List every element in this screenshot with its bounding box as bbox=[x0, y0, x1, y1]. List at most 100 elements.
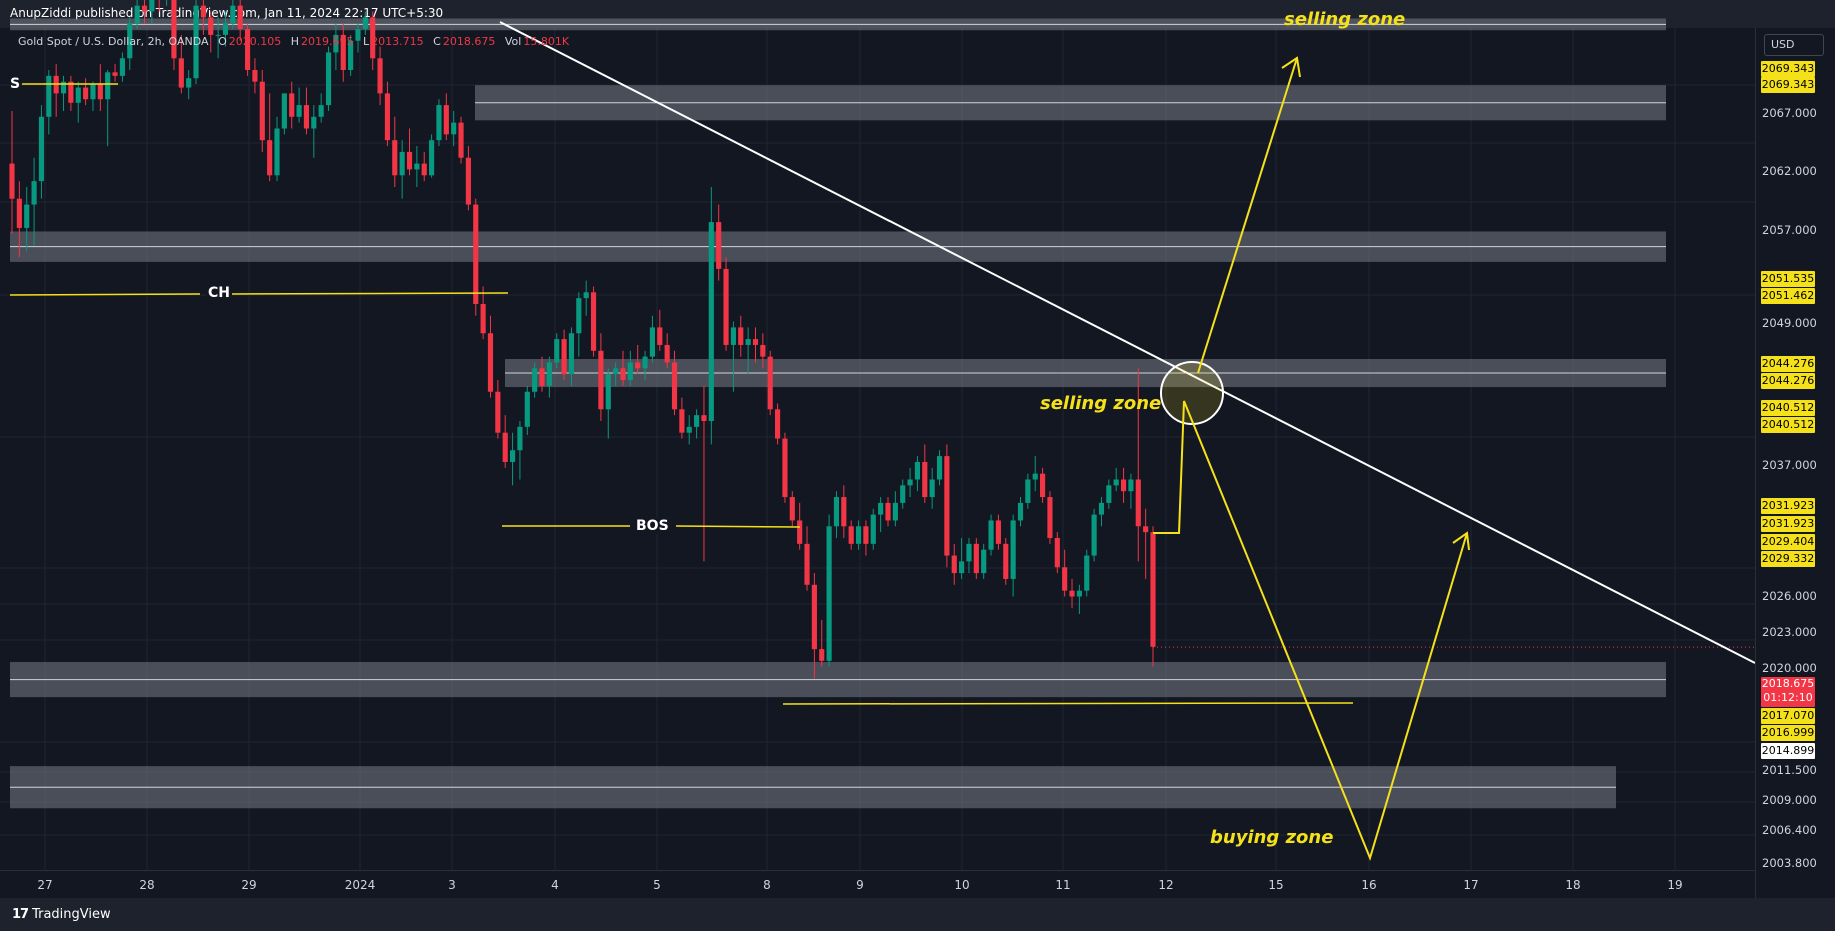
projection-up-arrow bbox=[1197, 57, 1298, 374]
candle-body bbox=[1040, 473, 1046, 498]
candle-body bbox=[907, 479, 913, 486]
candle-body bbox=[782, 438, 788, 498]
candle-body bbox=[406, 151, 413, 170]
candle-body bbox=[981, 549, 987, 574]
y-tick: 2062.000 bbox=[1762, 164, 1817, 178]
candle-body bbox=[936, 456, 943, 480]
low-value: 2013.715 bbox=[371, 35, 424, 48]
structure-label-s: S bbox=[10, 76, 21, 92]
high-label: H bbox=[290, 35, 300, 48]
price-label: 2014.899 bbox=[1761, 743, 1815, 759]
last-price-value: 2018.675 bbox=[1761, 677, 1815, 690]
close-label: C bbox=[433, 35, 441, 48]
price-label: 2017.070 bbox=[1761, 708, 1815, 724]
candle-body bbox=[24, 204, 30, 228]
candle-body bbox=[767, 356, 773, 410]
candle-body bbox=[31, 181, 37, 205]
candle-body bbox=[554, 339, 560, 363]
candle-body bbox=[929, 479, 935, 498]
price-label: 2044.276 bbox=[1761, 373, 1815, 389]
footer-bar: 17 TradingView bbox=[0, 898, 1835, 931]
candle-body bbox=[657, 327, 663, 345]
currency-selector[interactable]: USD bbox=[1764, 34, 1824, 56]
candle-body bbox=[568, 333, 575, 375]
candle-body bbox=[789, 497, 795, 521]
last-price-badge: 2018.675 01:12:10 bbox=[1761, 677, 1815, 707]
candle-body bbox=[458, 122, 464, 158]
price-label: 2040.512 bbox=[1761, 400, 1815, 416]
candle-body bbox=[259, 81, 265, 141]
candle-body bbox=[16, 198, 22, 228]
candle-body bbox=[90, 84, 96, 100]
candle-body bbox=[377, 58, 383, 94]
candle-body bbox=[583, 292, 589, 299]
candle-body bbox=[686, 426, 692, 433]
candle-body bbox=[384, 93, 391, 141]
tradingview-logo[interactable]: 17 TradingView bbox=[12, 907, 111, 922]
candle-body bbox=[171, 0, 177, 59]
candle-body bbox=[870, 514, 876, 544]
candle-body bbox=[473, 204, 479, 304]
price-label: 2029.332 bbox=[1761, 551, 1815, 567]
candle-body bbox=[723, 268, 729, 345]
y-tick: 2003.800 bbox=[1762, 856, 1817, 870]
candle-body bbox=[532, 368, 538, 392]
x-tick: 8 bbox=[763, 878, 771, 892]
arrowhead bbox=[1281, 56, 1301, 78]
candle-body bbox=[863, 526, 869, 544]
candle-body bbox=[414, 163, 420, 170]
candle-body bbox=[1017, 502, 1024, 521]
structure-label-bos: BOS bbox=[634, 518, 671, 534]
candle-body bbox=[274, 128, 280, 176]
candle-body bbox=[333, 34, 339, 53]
price-chart[interactable] bbox=[0, 0, 1755, 870]
candle-body bbox=[237, 5, 243, 30]
x-tick: 19 bbox=[1667, 878, 1683, 892]
candle-body bbox=[208, 17, 214, 35]
candle-body bbox=[966, 543, 972, 562]
candle-body bbox=[892, 502, 898, 521]
candle-body bbox=[1084, 555, 1090, 591]
price-axis[interactable]: 2067.000 2062.000 2057.000 2049.000 2037… bbox=[1755, 28, 1835, 898]
x-tick: 9 bbox=[856, 878, 864, 892]
x-tick: 29 bbox=[241, 878, 257, 892]
volume-value: 15.801K bbox=[523, 35, 570, 48]
candle-body bbox=[252, 70, 258, 82]
candle-body bbox=[605, 374, 611, 410]
symbol-legend[interactable]: Gold Spot / U.S. Dollar, 2h, OANDA O 2020… bbox=[18, 35, 575, 48]
symbol-name: Gold Spot / U.S. Dollar, 2h, OANDA bbox=[18, 35, 209, 48]
y-tick: 2037.000 bbox=[1762, 458, 1817, 472]
arrowhead bbox=[1452, 531, 1470, 551]
candle-body bbox=[9, 163, 15, 199]
candle-body bbox=[546, 362, 552, 386]
price-label: 2044.276 bbox=[1761, 356, 1815, 372]
price-label: 2069.343 bbox=[1761, 61, 1815, 77]
candle-body bbox=[451, 122, 457, 135]
volume-label: Vol bbox=[504, 35, 522, 48]
candle-body bbox=[760, 344, 766, 357]
candle-body bbox=[60, 81, 67, 94]
y-tick: 2006.400 bbox=[1762, 823, 1817, 837]
time-axis[interactable]: 27 28 29 2024 3 4 5 8 9 10 11 12 15 16 1… bbox=[0, 870, 1755, 899]
breakout-circle bbox=[1160, 361, 1224, 425]
candle-body bbox=[576, 298, 582, 334]
candle-body bbox=[561, 339, 567, 375]
y-tick: 2067.000 bbox=[1762, 106, 1817, 120]
candle-body bbox=[671, 362, 678, 410]
candle-body bbox=[826, 526, 832, 661]
candle-body bbox=[804, 543, 810, 585]
candle-body bbox=[495, 391, 501, 433]
y-tick: 2023.000 bbox=[1762, 625, 1817, 639]
candle-body bbox=[701, 415, 707, 421]
candle-body bbox=[127, 23, 133, 59]
candle-body bbox=[914, 461, 921, 480]
candle-body bbox=[1128, 479, 1134, 492]
candle-body bbox=[1150, 532, 1156, 647]
x-tick: 16 bbox=[1361, 878, 1377, 892]
candle-body bbox=[465, 157, 471, 205]
candle-body bbox=[841, 497, 847, 527]
candle-body bbox=[75, 87, 81, 103]
candle-body bbox=[355, 29, 361, 41]
candle-body bbox=[421, 163, 427, 176]
candle-body bbox=[959, 561, 965, 574]
